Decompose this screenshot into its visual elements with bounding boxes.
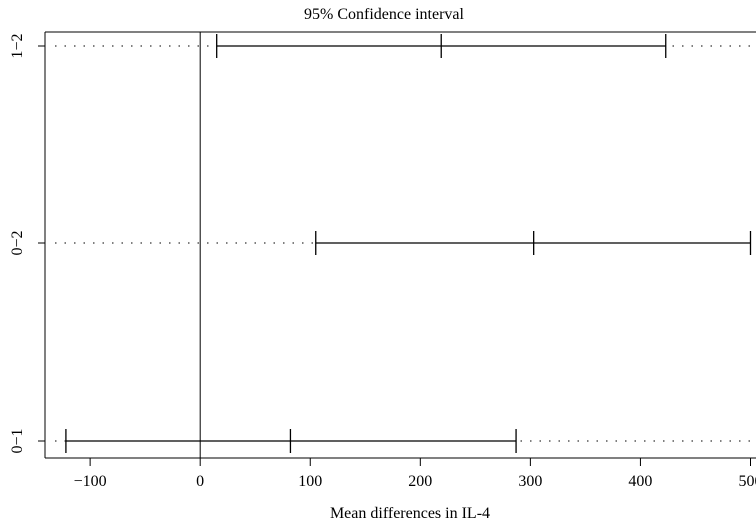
x-tick-label-1: 0 [196, 473, 204, 490]
y-tick-label-1: 0−2 [9, 230, 26, 255]
x-axis-label: Mean differences in IL-4 [330, 505, 490, 522]
x-axis: −100 0 100 200 300 400 500 [74, 458, 756, 490]
chart-title: 95% Confidence interval [304, 6, 465, 23]
x-tick-label-2: 100 [298, 473, 322, 490]
y-axis: 1−2 0−2 0−1 [9, 33, 45, 454]
y-tick-label-0: 1−2 [9, 33, 26, 58]
x-tick-label-6: 500 [738, 473, 756, 490]
x-tick-label-3: 200 [408, 473, 432, 490]
plot-area [44, 31, 756, 459]
x-tick-label-4: 300 [518, 473, 542, 490]
x-tick-label-0: −100 [74, 473, 107, 490]
x-tick-label-5: 400 [628, 473, 652, 490]
y-tick-label-2: 0−1 [9, 428, 26, 453]
